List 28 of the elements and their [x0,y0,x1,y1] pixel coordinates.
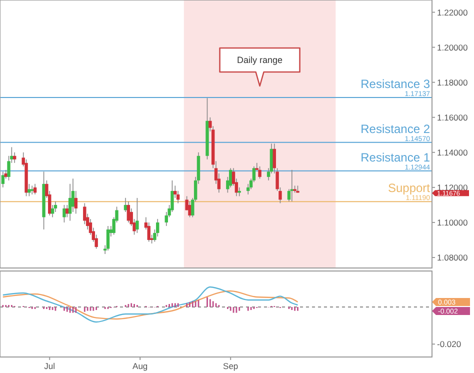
candlestick [33,184,37,195]
candlestick [136,198,139,234]
candlestick [126,201,130,223]
y-tick-label: 1.16000 [437,112,468,122]
candlestick [1,171,5,188]
y-tick-label: 1.22000 [437,7,468,18]
y-tick-label: 1.12000 [437,182,468,192]
candlestick [290,170,294,202]
candlestick [258,166,262,180]
candlestick [106,226,110,251]
y-tick-label: 1.14000 [437,147,468,158]
x-tick-label: Sep [223,361,238,371]
candlestick [66,204,69,218]
candlestick [62,204,66,223]
y-tick-label: 1.08000 [437,252,468,262]
y-tick-label: 1.18000 [437,77,468,88]
x-tick-label: Aug [132,361,148,371]
candlestick [188,201,192,218]
band-label: Daily range [237,55,283,65]
candlestick [124,198,128,212]
x-tick-label: Jul [44,361,56,371]
y-tick-label: 1.20000 [437,42,468,52]
candlestick [50,204,54,218]
candlestick [30,185,34,195]
candlestick [28,184,31,197]
candlestick [12,152,16,164]
text: -0.020 [437,339,462,350]
y-tick-label: 1.10000 [437,217,468,228]
